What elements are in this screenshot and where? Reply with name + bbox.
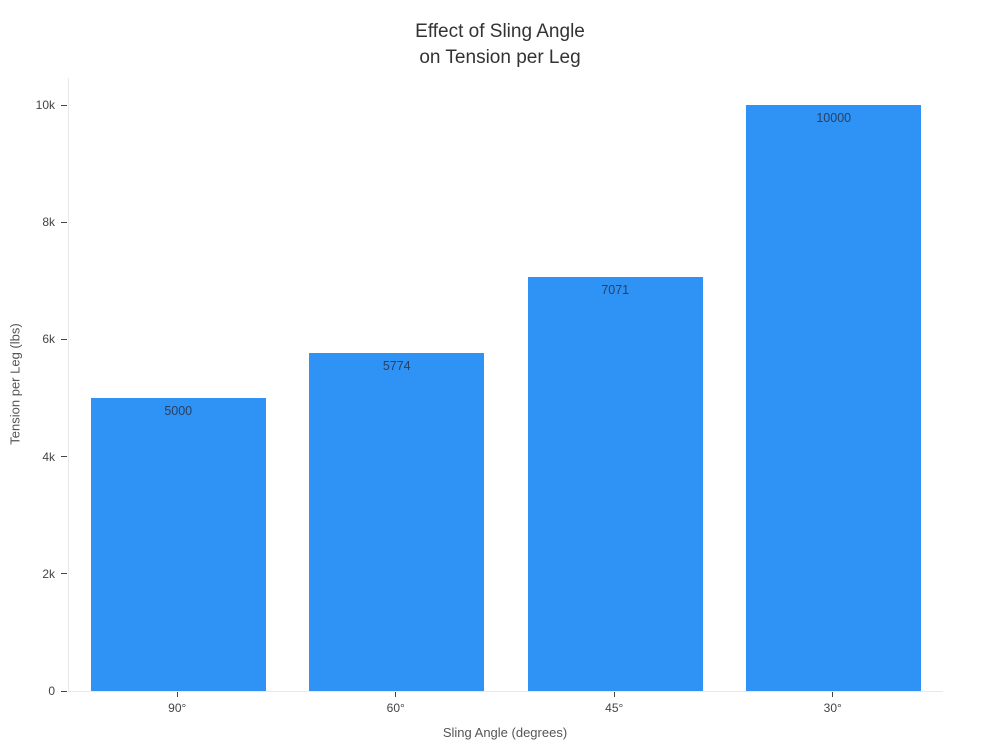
y-tick-label: 6k — [42, 332, 55, 347]
bar-value-label: 5000 — [164, 404, 193, 418]
y-tick-label: 8k — [42, 215, 55, 230]
y-tick-mark — [61, 573, 67, 575]
chart-title: Effect of Sling Angle on Tension per Leg — [415, 21, 585, 68]
x-tick-mark — [832, 692, 834, 697]
x-tick-mark — [176, 692, 178, 697]
x-tick-label: 30° — [823, 701, 842, 715]
bar-45°[interactable]: 7071 — [527, 276, 703, 691]
plot-area: 5000 5774 7071 10000 — [68, 78, 943, 692]
x-tick-mark — [395, 692, 397, 697]
bar-value-label: 10000 — [816, 111, 852, 125]
y-tick-label: 10k — [35, 98, 55, 112]
y-tick-mark — [61, 221, 67, 223]
bar-90°[interactable]: 5000 — [90, 398, 266, 691]
y-tick-mark — [61, 456, 67, 458]
y-tick-mark — [61, 338, 67, 340]
y-tick-label: 0 — [48, 684, 55, 698]
y-tick-label: 2k — [42, 566, 55, 581]
x-tick-mark — [613, 692, 615, 697]
bar-30°[interactable]: 10000 — [746, 105, 922, 691]
y-tick-mark — [61, 690, 67, 692]
x-axis-title: Sling Angle (degrees) — [442, 725, 568, 740]
x-tick-label: 90° — [168, 701, 187, 715]
y-tick-label: 4k — [42, 449, 55, 464]
bar-value-label: 7071 — [601, 282, 630, 297]
y-tick-mark — [61, 104, 67, 106]
bar-value-label: 5774 — [382, 358, 411, 373]
x-tick-label: 60° — [386, 701, 405, 715]
x-tick-label: 45° — [605, 701, 624, 715]
bar-60°[interactable]: 5774 — [309, 352, 485, 691]
